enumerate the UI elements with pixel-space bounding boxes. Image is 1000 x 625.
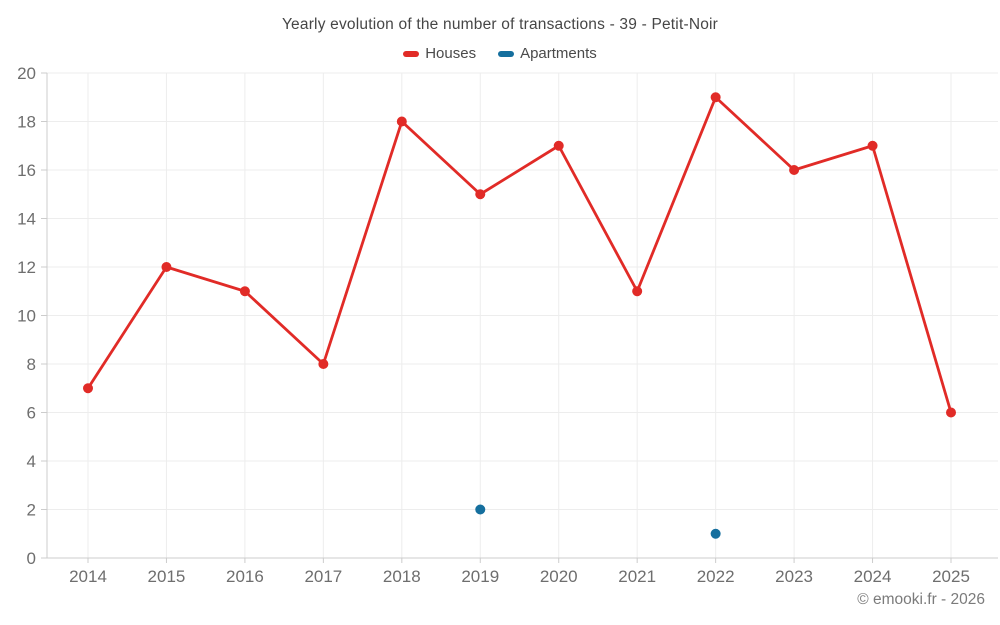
y-axis-tick-label: 4 — [27, 452, 36, 471]
houses-data-point[interactable] — [239, 286, 250, 297]
x-axis-tick-label: 2023 — [775, 567, 813, 586]
x-axis-tick-label: 2018 — [383, 567, 421, 586]
apartments-data-point[interactable] — [475, 504, 486, 515]
x-axis-tick-label: 2019 — [461, 567, 499, 586]
y-axis-tick-label: 6 — [27, 404, 36, 423]
legend-item-houses[interactable]: Houses — [403, 45, 476, 62]
y-axis-tick-label: 20 — [17, 64, 36, 83]
houses-data-point[interactable] — [867, 140, 878, 151]
y-axis-tick-label: 12 — [17, 258, 36, 277]
houses-line — [86, 95, 953, 413]
houses-legend-label: Houses — [425, 45, 477, 62]
houses-data-point[interactable] — [710, 92, 721, 103]
apartments-legend-swatch-icon — [498, 50, 515, 57]
chart-legend: Houses Apartments — [0, 45, 1000, 62]
x-axis-tick-label: 2014 — [69, 567, 107, 586]
x-axis-tick-label: 2015 — [148, 567, 186, 586]
houses-data-point[interactable] — [946, 407, 956, 418]
x-axis-tick-label: 2022 — [697, 567, 735, 586]
copyright-footer: © emooki.fr - 2026 — [857, 591, 985, 608]
x-axis-tick-label: 2024 — [854, 567, 892, 586]
apartments-data-point[interactable] — [710, 528, 721, 539]
houses-data-point[interactable] — [161, 262, 172, 272]
apartments-legend-label: Apartments — [520, 45, 597, 62]
x-axis-tick-label: 2016 — [226, 567, 264, 586]
y-axis-tick-label: 2 — [27, 501, 36, 520]
x-axis-tick-label: 2025 — [932, 567, 970, 586]
x-axis-tick-label: 2021 — [618, 567, 656, 586]
legend-item-apartments[interactable]: Apartments — [498, 45, 597, 62]
houses-legend-swatch-icon — [403, 50, 420, 57]
chart-title: Yearly evolution of the number of transa… — [281, 16, 719, 33]
houses-data-point[interactable] — [632, 286, 643, 297]
y-axis-tick-label: 14 — [17, 210, 36, 229]
houses-data-point[interactable] — [318, 359, 329, 369]
houses-data-point[interactable] — [553, 140, 564, 151]
y-axis-tick-label: 0 — [27, 549, 36, 568]
houses-data-point[interactable] — [83, 383, 93, 394]
y-axis-tick-label: 8 — [27, 355, 36, 374]
y-axis-tick-label: 10 — [17, 307, 36, 326]
houses-data-point[interactable] — [396, 116, 407, 127]
x-axis-tick-label: 2017 — [304, 567, 342, 586]
x-axis-tick-label: 2020 — [540, 567, 578, 586]
y-axis-tick-label: 18 — [17, 113, 36, 132]
y-axis-tick-label: 16 — [17, 161, 36, 180]
houses-data-point[interactable] — [475, 189, 486, 200]
houses-data-point[interactable] — [789, 165, 800, 175]
